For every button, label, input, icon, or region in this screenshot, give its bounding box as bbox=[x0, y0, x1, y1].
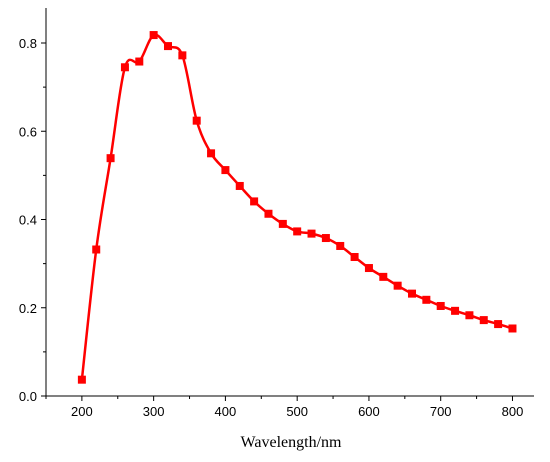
data-point-marker bbox=[178, 51, 187, 60]
data-point-marker bbox=[278, 219, 287, 228]
series-line bbox=[80, 33, 513, 380]
data-point-marker bbox=[336, 241, 345, 250]
x-tick-label: 400 bbox=[215, 404, 237, 419]
y-tick-label: 0.6 bbox=[19, 124, 37, 139]
x-tick-label: 600 bbox=[358, 404, 380, 419]
tick-labels: 200 300 400 500 600 700 800 0.0 0.2 0.4 0.6 0.8 bbox=[19, 36, 523, 419]
x-tick-label: 800 bbox=[502, 404, 524, 419]
data-point-marker bbox=[235, 181, 244, 190]
data-point-marker bbox=[106, 154, 115, 163]
data-point-marker bbox=[250, 197, 259, 206]
y-tick-label: 0.0 bbox=[19, 389, 37, 404]
data-point-marker bbox=[422, 295, 431, 304]
data-point-marker bbox=[379, 272, 388, 281]
x-tick-label: 700 bbox=[430, 404, 452, 419]
data-point-marker bbox=[92, 245, 101, 254]
data-point-marker bbox=[192, 116, 201, 125]
x-tick-label: 500 bbox=[286, 404, 308, 419]
data-point-marker bbox=[307, 229, 316, 238]
y-tick-label: 0.8 bbox=[19, 36, 37, 51]
data-point-marker bbox=[393, 281, 402, 290]
data-point-marker bbox=[120, 63, 129, 72]
data-point-marker bbox=[494, 320, 503, 329]
data-point-marker bbox=[408, 289, 416, 298]
ticks bbox=[41, 42, 513, 401]
x-tick-label: 300 bbox=[143, 404, 165, 419]
data-point-marker bbox=[451, 306, 460, 315]
x-axis-title: Wavelength/nm bbox=[241, 434, 342, 451]
data-point-marker bbox=[164, 42, 172, 51]
data-point-marker bbox=[221, 166, 230, 175]
data-point-marker bbox=[264, 209, 273, 218]
data-point-marker bbox=[364, 264, 373, 273]
data-series bbox=[77, 31, 517, 384]
data-point-marker bbox=[149, 31, 158, 40]
axes bbox=[45, 8, 534, 397]
data-point-marker bbox=[350, 253, 359, 262]
data-point-marker bbox=[436, 301, 445, 310]
data-point-marker bbox=[508, 324, 517, 333]
data-point-marker bbox=[77, 375, 86, 384]
data-point-marker bbox=[321, 234, 330, 243]
data-point-marker bbox=[135, 57, 144, 66]
y-tick-label: 0.4 bbox=[19, 213, 37, 228]
y-tick-label: 0.2 bbox=[19, 301, 37, 316]
data-point-marker bbox=[207, 149, 216, 158]
x-tick-label: 200 bbox=[71, 404, 93, 419]
data-point-marker bbox=[293, 227, 302, 236]
data-point-marker bbox=[479, 316, 488, 325]
data-point-marker bbox=[465, 311, 474, 320]
